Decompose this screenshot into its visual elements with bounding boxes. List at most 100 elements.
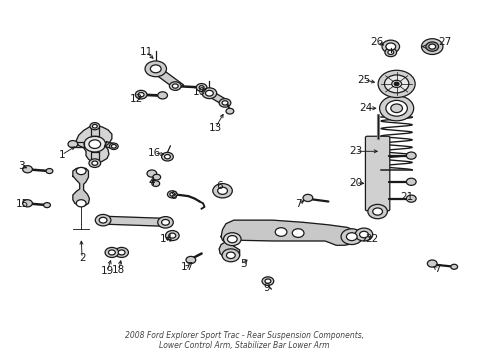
Circle shape	[46, 168, 53, 174]
Text: 13: 13	[208, 123, 222, 133]
Text: 23: 23	[348, 146, 362, 156]
Text: 7: 7	[433, 264, 440, 274]
Circle shape	[22, 200, 32, 207]
Circle shape	[226, 252, 235, 258]
Circle shape	[167, 191, 177, 198]
Circle shape	[391, 80, 401, 87]
Circle shape	[367, 204, 386, 219]
Circle shape	[384, 75, 408, 93]
Text: 22: 22	[365, 234, 378, 244]
Circle shape	[168, 233, 175, 238]
Circle shape	[164, 154, 170, 159]
Text: 20: 20	[348, 178, 362, 188]
Circle shape	[115, 247, 128, 257]
Circle shape	[219, 99, 230, 107]
Circle shape	[372, 208, 382, 215]
Circle shape	[99, 217, 107, 223]
Text: 25: 25	[357, 75, 370, 85]
Circle shape	[92, 125, 97, 128]
Circle shape	[359, 231, 367, 238]
Circle shape	[406, 195, 415, 202]
Text: 19: 19	[100, 266, 113, 276]
Text: 26: 26	[370, 37, 383, 47]
Circle shape	[340, 229, 362, 244]
Polygon shape	[102, 216, 165, 226]
FancyBboxPatch shape	[365, 136, 389, 211]
Circle shape	[427, 260, 436, 267]
Circle shape	[196, 84, 206, 91]
Circle shape	[109, 143, 118, 149]
Circle shape	[212, 184, 232, 198]
Text: 16: 16	[147, 148, 161, 158]
Circle shape	[172, 84, 178, 88]
Text: 11: 11	[139, 46, 152, 57]
Circle shape	[161, 152, 173, 161]
Circle shape	[354, 228, 372, 241]
Circle shape	[169, 82, 181, 90]
Circle shape	[89, 140, 101, 148]
Circle shape	[225, 108, 233, 114]
Polygon shape	[91, 126, 99, 136]
Circle shape	[406, 178, 415, 185]
Polygon shape	[219, 220, 360, 259]
Circle shape	[68, 140, 78, 148]
Circle shape	[275, 228, 286, 236]
Circle shape	[76, 200, 86, 207]
Polygon shape	[73, 141, 84, 147]
Circle shape	[303, 194, 312, 202]
Circle shape	[390, 104, 402, 113]
Text: 2008 Ford Explorer Sport Trac - Rear Suspension Components,
Lower Control Arm, S: 2008 Ford Explorer Sport Trac - Rear Sus…	[124, 331, 364, 350]
Text: 24: 24	[358, 103, 371, 113]
Polygon shape	[206, 91, 226, 104]
Circle shape	[425, 42, 438, 51]
Circle shape	[84, 136, 105, 152]
Circle shape	[92, 161, 98, 165]
Circle shape	[118, 250, 125, 255]
Circle shape	[165, 230, 179, 240]
Circle shape	[150, 65, 161, 73]
Circle shape	[89, 159, 101, 167]
Circle shape	[199, 86, 203, 89]
Polygon shape	[76, 126, 112, 163]
Circle shape	[95, 215, 111, 226]
Circle shape	[421, 39, 442, 54]
Circle shape	[222, 101, 227, 105]
Text: 27: 27	[437, 37, 450, 47]
Circle shape	[111, 144, 116, 148]
Text: 21: 21	[399, 192, 412, 202]
Circle shape	[379, 96, 413, 121]
Circle shape	[169, 193, 174, 196]
Circle shape	[152, 181, 159, 186]
Circle shape	[346, 233, 356, 240]
Text: 5: 5	[240, 259, 246, 269]
Circle shape	[158, 92, 167, 99]
Text: 8: 8	[170, 191, 177, 201]
Circle shape	[385, 43, 395, 50]
Circle shape	[406, 152, 415, 159]
Circle shape	[227, 235, 237, 243]
Circle shape	[161, 220, 169, 225]
Circle shape	[135, 90, 147, 99]
Text: 1: 1	[58, 150, 65, 160]
Circle shape	[158, 217, 173, 228]
Circle shape	[264, 279, 270, 283]
Circle shape	[292, 229, 304, 237]
Circle shape	[393, 82, 398, 86]
Circle shape	[147, 170, 157, 177]
Text: 4: 4	[148, 177, 155, 187]
Text: 6: 6	[215, 181, 222, 192]
Circle shape	[384, 48, 396, 57]
Text: 15: 15	[16, 199, 29, 210]
Circle shape	[22, 166, 32, 173]
Circle shape	[105, 247, 119, 257]
Text: 17: 17	[180, 262, 193, 272]
Polygon shape	[104, 142, 114, 148]
Circle shape	[202, 88, 216, 99]
Circle shape	[428, 44, 435, 49]
Text: 7: 7	[294, 199, 301, 210]
Circle shape	[217, 187, 227, 194]
Circle shape	[450, 264, 457, 269]
Text: 14: 14	[160, 234, 173, 244]
Circle shape	[185, 256, 195, 264]
Circle shape	[385, 100, 407, 116]
